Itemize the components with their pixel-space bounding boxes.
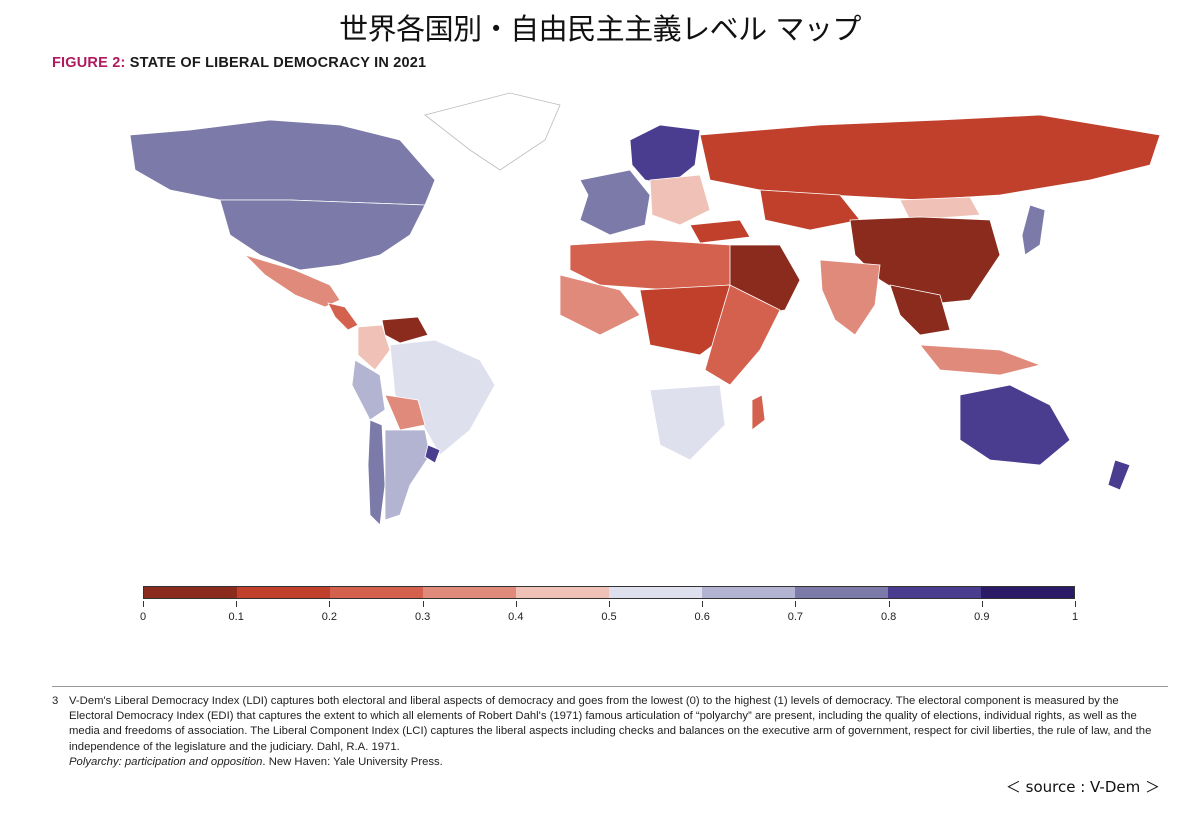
legend-tick-label: 0 [139,611,147,623]
region-colombia [357,324,391,371]
legend-swatch [423,587,516,598]
footnote-citation-title: Polyarchy: participation and opposition [69,755,263,768]
region-australia [959,384,1071,466]
legend-tick-label: 0.2 [321,611,338,623]
region-mexico [244,254,341,308]
region-united-states [219,199,426,271]
region-turkey [689,219,751,244]
legend-swatch [609,587,702,598]
legend-tick-label: 0.5 [601,611,617,623]
region-central-america [327,302,359,331]
page-title-japanese: 世界各国別・自由民主主義レベル マップ [339,12,861,46]
legend-tick-label: 0.7 [787,611,804,623]
legend-tick-label: 0.8 [880,611,897,623]
region-new-zealand [1107,459,1131,491]
legend-ticks: 0 0.1 0.2 0.3 0.4 0.5 0.6 0.7 0.8 0.9 1 [139,599,1079,623]
source-credit: ＜ source : V-Dem ＞ [1005,778,1160,796]
legend-tick [515,601,517,607]
legend-swatch [888,587,981,598]
region-east-africa [704,284,781,386]
region-canada [129,119,436,206]
region-north-africa [569,239,731,291]
region-argentina [384,429,431,521]
legend-tick-label: 0.6 [694,611,710,623]
region-peru [351,359,386,421]
region-indonesia [919,344,1042,376]
legend-tick [795,601,797,607]
legend-tick [422,601,424,607]
legend-tick [702,601,704,607]
legend-tick [236,601,238,607]
legend-tick-label: 0.3 [414,611,431,623]
world-map [129,92,1161,525]
footnote-divider [52,686,1168,687]
region-bolivia [384,394,426,431]
legend-swatch [330,587,423,598]
region-japan [1021,204,1046,256]
region-southern-africa [649,384,726,461]
footnote-number: 3 [52,695,59,707]
legend-swatch [237,587,330,598]
legend-tick [1075,601,1076,607]
region-greenland [424,92,561,171]
figure-title: FIGURE 2: STATE OF LIBERAL DEMOCRACY IN … [52,55,426,71]
region-chile [367,419,386,525]
figure-title-text: STATE OF LIBERAL DEMOCRACY IN 2021 [129,55,427,71]
legend-tick-label: 0.4 [508,611,524,623]
region-venezuela [381,316,429,344]
region-madagascar [751,394,766,431]
region-india [819,259,881,336]
region-eastern-europe [649,174,711,226]
legend-swatch [981,587,1074,598]
region-scandinavia [629,124,701,186]
legend-tick [143,601,144,607]
figure-label: FIGURE 2: [52,55,126,71]
legend-tick-label: 1 [1071,611,1079,623]
footnote-citation-rest: . New Haven: Yale University Press. [262,755,443,768]
legend-color-bar [143,586,1075,599]
legend-tick-label: 0.9 [974,611,990,623]
region-west-africa [559,274,641,336]
region-uruguay [424,444,441,464]
legend-swatch [702,587,795,598]
legend-tick [329,601,331,607]
region-southeast-asia [889,284,951,336]
footnote: 3 V-Dem's Liberal Democracy Index (LDI) … [52,694,1152,770]
region-kazakhstan [759,189,861,231]
legend-tick [609,601,610,607]
legend-tick [981,601,983,607]
region-mongolia [899,196,981,221]
legend-swatch [516,587,609,598]
region-russia [699,114,1161,201]
legend-tick [888,601,890,607]
legend-swatch [144,587,237,598]
region-western-europe [579,169,651,236]
color-legend: 0 0.1 0.2 0.3 0.4 0.5 0.6 0.7 0.8 0.9 1 [139,586,1079,626]
legend-tick-label: 0.1 [228,611,244,623]
legend-swatch [795,587,888,598]
footnote-text: V-Dem's Liberal Democracy Index (LDI) ca… [69,695,1152,753]
